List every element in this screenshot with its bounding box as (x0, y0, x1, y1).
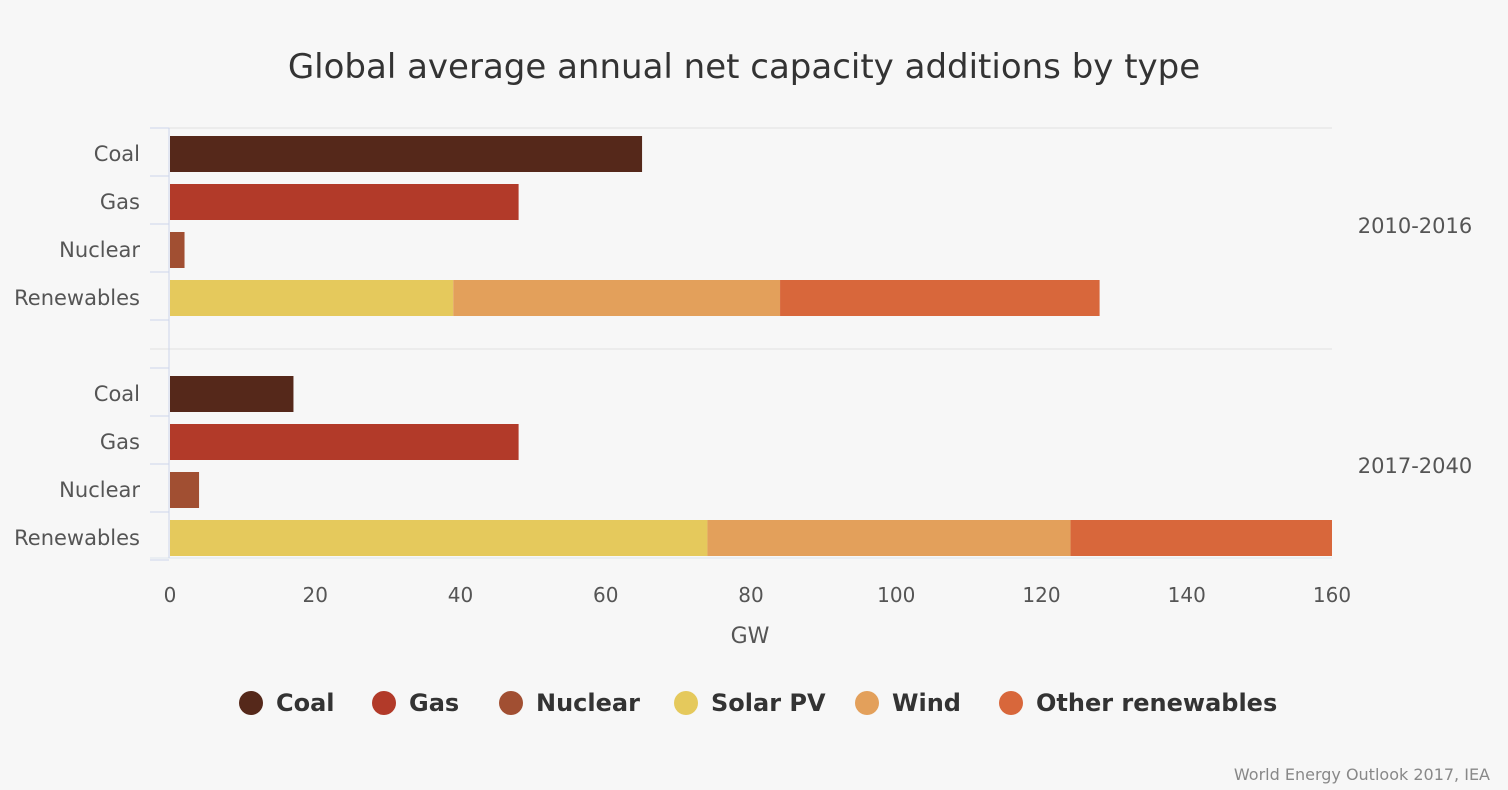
x-axis-title: GW (731, 624, 770, 649)
bar-2010-2016-solar-pv (170, 280, 454, 316)
legend-item-other-renewables[interactable]: Other renewables (1036, 689, 1277, 717)
legend-item-solar-pv[interactable]: Solar PV (711, 689, 826, 717)
bar-2017-2040-nuclear (170, 472, 200, 508)
legend-item-coal[interactable]: Coal (276, 689, 335, 717)
legend: Coal Gas Nuclear Solar PV Wind Other renewabl… (239, 689, 1277, 717)
x-tick-label: 60 (593, 583, 618, 607)
category-label-renewables: Renewables (14, 526, 140, 550)
category-label-coal: Coal (94, 142, 140, 166)
bar-2017-2040-coal (170, 376, 294, 412)
bar-2010-2016-coal (170, 136, 643, 172)
legend-swatch-solar-pv (674, 691, 698, 715)
legend-item-wind[interactable]: Wind (892, 689, 961, 717)
legend-swatch-gas (372, 691, 396, 715)
category-label-gas: Gas (100, 430, 140, 454)
bar-2010-2016-wind (453, 280, 781, 316)
x-tick-label: 140 (1168, 583, 1206, 607)
category-label-gas: Gas (100, 190, 140, 214)
bar-2017-2040-other-renewables (1070, 520, 1332, 556)
x-tick-label: 80 (738, 583, 763, 607)
legend-swatch-wind (855, 691, 879, 715)
group-label-2017-2040: 2017-2040 (1358, 454, 1472, 478)
category-label-renewables: Renewables (14, 286, 140, 310)
category-label-nuclear: Nuclear (59, 238, 140, 262)
bar-2010-2016-nuclear (170, 232, 185, 268)
x-tick-label: 160 (1313, 583, 1351, 607)
x-tick-label: 120 (1022, 583, 1060, 607)
bar-2010-2016-other-renewables (780, 280, 1100, 316)
x-tick-label: 20 (303, 583, 328, 607)
x-tick-label: 100 (877, 583, 915, 607)
bar-2017-2040-wind (707, 520, 1071, 556)
category-label-nuclear: Nuclear (59, 478, 140, 502)
group-label-2010-2016: 2010-2016 (1358, 214, 1472, 238)
legend-item-nuclear[interactable]: Nuclear (536, 689, 640, 717)
legend-swatch-nuclear (499, 691, 523, 715)
legend-swatch-other-renewables (999, 691, 1023, 715)
x-tick-label: 0 (164, 583, 177, 607)
category-label-coal: Coal (94, 382, 140, 406)
source-note: World Energy Outlook 2017, IEA (1234, 765, 1490, 784)
legend-swatch-coal (239, 691, 263, 715)
legend-item-gas[interactable]: Gas (409, 689, 459, 717)
bar-2017-2040-gas (170, 424, 519, 460)
bar-2017-2040-solar-pv (170, 520, 708, 556)
x-tick-label: 40 (448, 583, 473, 607)
chart-title: Global average annual net capacity addit… (288, 47, 1200, 87)
bar-2010-2016-gas (170, 184, 519, 220)
plot-area: Coal Gas Nuclear Renewables 2010-2016 Coal Gas… (14, 127, 1472, 607)
